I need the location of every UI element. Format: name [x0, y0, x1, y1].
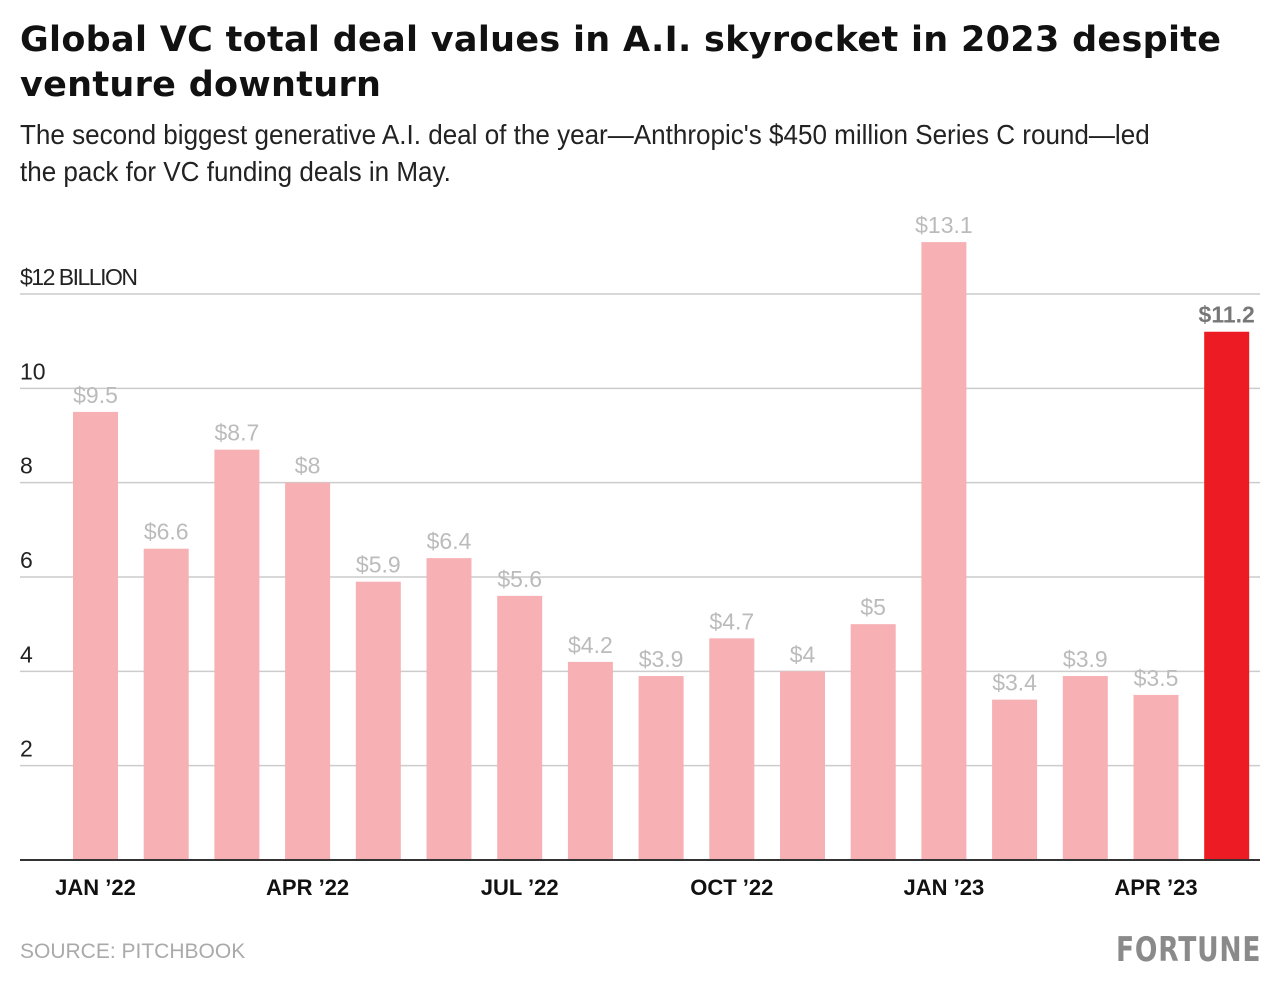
- x-tick-label: APR ’22: [266, 875, 349, 900]
- bar: [709, 638, 755, 860]
- bar: [426, 558, 472, 860]
- chart-title: Global VC total deal values in A.I. skyr…: [20, 20, 1222, 105]
- data-label: $8.7: [215, 420, 260, 446]
- bar: [497, 595, 543, 860]
- data-label: $11.2: [1199, 302, 1255, 328]
- source-note: SOURCE: PITCHBOOK: [20, 940, 246, 963]
- bar: [638, 676, 684, 860]
- x-tick-label: JAN ’23: [904, 875, 985, 900]
- bar: [1204, 331, 1250, 860]
- y-tick-label: 8: [20, 453, 33, 479]
- data-label: $5.6: [497, 566, 542, 592]
- bar: [214, 449, 260, 860]
- data-label: $6.6: [144, 519, 189, 545]
- fortune-logo: FORTUNE: [1115, 930, 1261, 970]
- data-label: $5: [860, 594, 886, 620]
- data-label: $4.2: [568, 632, 613, 658]
- data-label: $3.5: [1134, 665, 1179, 691]
- y-tick-label: $12 BILLION: [20, 264, 138, 290]
- y-tick-label: 4: [20, 641, 33, 667]
- bar: [780, 671, 825, 860]
- x-tick-label: JUL ’22: [481, 875, 559, 900]
- bar: [355, 581, 401, 860]
- bar: [73, 411, 118, 860]
- data-label: $3.9: [639, 646, 684, 672]
- chart-subtitle: The second biggest generative A.I. deal …: [20, 119, 1150, 187]
- bar: [992, 699, 1038, 860]
- y-tick-label: 2: [20, 736, 33, 762]
- bar: [567, 661, 613, 860]
- data-label: $3.4: [992, 670, 1037, 696]
- data-label: $5.9: [356, 552, 401, 578]
- y-tick-label: 6: [20, 547, 33, 573]
- data-label: $6.4: [427, 528, 472, 554]
- bar: [143, 548, 189, 860]
- data-label: $8: [295, 453, 321, 479]
- data-label: $13.1: [915, 212, 973, 238]
- data-label: $4: [790, 641, 816, 667]
- bar: [850, 624, 896, 860]
- bar: [1062, 676, 1108, 860]
- bar: [285, 482, 331, 860]
- x-tick-label: OCT ’22: [690, 875, 773, 900]
- x-tick-label: APR ’23: [1114, 875, 1197, 900]
- data-label: $4.7: [709, 608, 754, 634]
- bar: [921, 242, 967, 860]
- y-tick-label: 10: [20, 358, 46, 384]
- bar: [1133, 694, 1179, 860]
- x-tick-label: JAN ’22: [55, 875, 136, 900]
- data-label: $9.5: [73, 382, 118, 408]
- data-label: $3.9: [1063, 646, 1108, 672]
